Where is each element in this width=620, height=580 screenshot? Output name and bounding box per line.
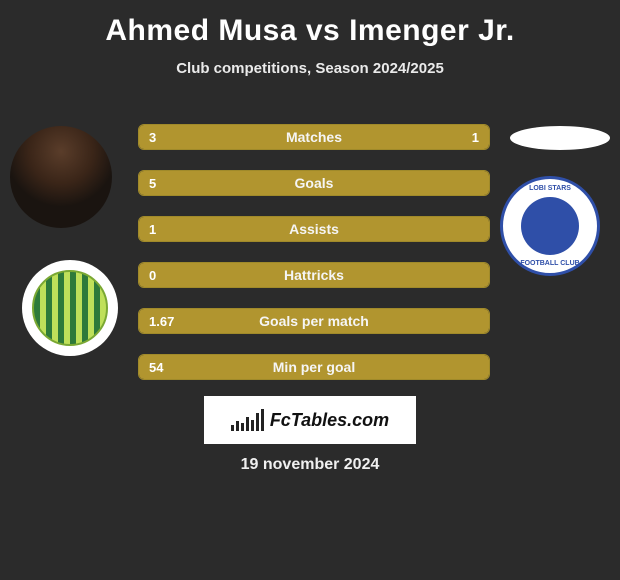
club1-badge: [22, 260, 118, 356]
stat-label: Goals: [139, 171, 489, 195]
stat-label: Hattricks: [139, 263, 489, 287]
player2-avatar-placeholder: [510, 126, 610, 150]
branding-text: FcTables.com: [270, 410, 389, 431]
stat-label: Goals per match: [139, 309, 489, 333]
club2-label-bottom: FOOTBALL CLUB: [503, 260, 597, 267]
player1-avatar: [10, 126, 112, 228]
branding-box: FcTables.com: [204, 396, 416, 444]
stat-value-right: 1: [462, 125, 489, 149]
stats-bars: 3 Matches 1 5 Goals 1 Assists 0 Hattrick…: [138, 124, 490, 400]
stat-row-min-per-goal: 54 Min per goal: [138, 354, 490, 380]
subtitle: Club competitions, Season 2024/2025: [0, 60, 620, 77]
stat-row-hattricks: 0 Hattricks: [138, 262, 490, 288]
stat-row-goals-per-match: 1.67 Goals per match: [138, 308, 490, 334]
stat-label: Min per goal: [139, 355, 489, 379]
stat-value-right: [469, 355, 489, 379]
club2-badge: LOBI STARS FOOTBALL CLUB: [500, 176, 600, 276]
club2-badge-inner: [521, 197, 579, 255]
page-title: Ahmed Musa vs Imenger Jr.: [0, 0, 620, 48]
stat-value-right: [469, 217, 489, 241]
club1-badge-inner: [32, 270, 108, 346]
stat-row-goals: 5 Goals: [138, 170, 490, 196]
stat-value-right: [469, 171, 489, 195]
stat-label: Assists: [139, 217, 489, 241]
stat-value-right: [469, 309, 489, 333]
stat-value-right: [469, 263, 489, 287]
stat-label: Matches: [139, 125, 489, 149]
stat-row-assists: 1 Assists: [138, 216, 490, 242]
branding-chart-icon: [231, 409, 264, 431]
date-text: 19 november 2024: [0, 456, 620, 474]
club2-label-top: LOBI STARS: [503, 185, 597, 192]
stat-row-matches: 3 Matches 1: [138, 124, 490, 150]
